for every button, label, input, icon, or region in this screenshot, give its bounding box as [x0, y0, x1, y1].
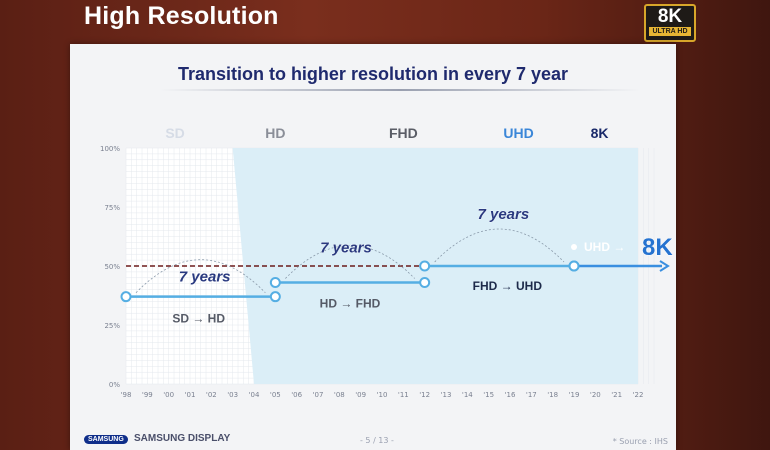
slide: Transition to higher resolution in every… [70, 44, 676, 450]
x-tick-label: '20 [590, 391, 601, 399]
seven-years-label: 7 years [477, 206, 529, 223]
y-tick-label: 25% [104, 322, 120, 330]
transition-label: HD → FHD [320, 297, 381, 311]
uhd-dot [571, 244, 577, 250]
x-tick-label: '22 [633, 391, 644, 399]
x-tick-label: '06 [291, 391, 302, 399]
y-tick-label: 50% [104, 263, 120, 271]
x-tick-label: '03 [227, 391, 238, 399]
big-8k-label: 8K [642, 234, 673, 261]
x-tick-label: '14 [462, 391, 473, 399]
x-tick-label: '19 [569, 391, 580, 399]
transition-end-marker [269, 291, 281, 303]
y-tick-label: 100% [100, 145, 120, 153]
series-label-8k: 8K [591, 125, 609, 141]
logo-sub-text: ULTRA HD [649, 27, 691, 36]
transition-overlay: SD → HD 7 years HD → FHD 7 years FHD → UHD 7 … [120, 206, 674, 326]
series-labels: SD HD FHD UHD 8K [165, 125, 608, 141]
seven-years-label: 7 years [320, 240, 372, 257]
title-divider [160, 89, 640, 91]
uhd-to-label: UHD → [584, 240, 625, 254]
slide-title: Transition to higher resolution in every… [177, 64, 569, 84]
series-label-uhd: UHD [503, 125, 533, 141]
transition-start-marker [120, 291, 132, 303]
y-tick-label: 0% [109, 381, 120, 389]
seven-year-arc [285, 245, 415, 279]
x-tick-label: '16 [505, 391, 516, 399]
x-tick-label: '21 [611, 391, 622, 399]
transition-end-marker [419, 277, 431, 289]
x-tick-label: '08 [334, 391, 345, 399]
x-tick-label: '18 [547, 391, 558, 399]
x-tick-label: '04 [249, 391, 260, 399]
seven-years-label: 7 years [179, 269, 231, 286]
y-axis: 0% 25% 50% 75% 100% [100, 145, 120, 389]
x-tick-label: '05 [270, 391, 281, 399]
x-tick-label: '01 [185, 391, 196, 399]
x-tick-label: '12 [419, 391, 430, 399]
transition-label: FHD → UHD [473, 279, 543, 293]
x-tick-label: '00 [163, 391, 174, 399]
x-tick-label: '17 [526, 391, 537, 399]
x-tick-label: '07 [313, 391, 324, 399]
seven-year-arc [434, 228, 565, 263]
page-number: - 5 / 13 - [360, 436, 394, 445]
x-tick-label: '13 [441, 391, 452, 399]
header-title: High Resolution [84, 2, 279, 30]
resolution-area-chart: 0% 25% 50% 75% 100% '98 '99 '00 '01 '02 '03 '04 '05… [100, 125, 674, 399]
transition-start-marker [568, 260, 580, 272]
transition-start-marker [269, 277, 281, 289]
series-label-fhd: FHD [389, 125, 418, 141]
x-axis: '98 '99 '00 '01 '02 '03 '04 '05 '06 '07 '08 '09 '10 '… [121, 391, 644, 399]
samsung-logo: SAMSUNG [84, 435, 128, 444]
arrow-to-8k-head [659, 260, 670, 272]
8k-ultra-hd-logo: 8K ULTRA HD [644, 4, 696, 42]
logo-8k-text: 8K [657, 6, 683, 27]
x-tick-label: '98 [121, 391, 132, 399]
x-tick-label: '10 [377, 391, 388, 399]
x-tick-label: '15 [483, 391, 494, 399]
transition-label: SD → HD [172, 312, 225, 326]
seven-year-arc [135, 259, 266, 293]
x-tick-label: '09 [355, 391, 366, 399]
series-label-hd: HD [265, 125, 285, 141]
x-tick-label: '99 [142, 391, 153, 399]
transition-start-marker [419, 260, 431, 272]
x-tick-label: '02 [206, 391, 217, 399]
source-note: * Source : IHS [612, 437, 668, 446]
series-label-sd: SD [165, 125, 184, 141]
y-tick-label: 75% [104, 204, 120, 212]
footer-brand: SAMSUNG DISPLAY [134, 433, 231, 444]
x-tick-label: '11 [398, 391, 409, 399]
